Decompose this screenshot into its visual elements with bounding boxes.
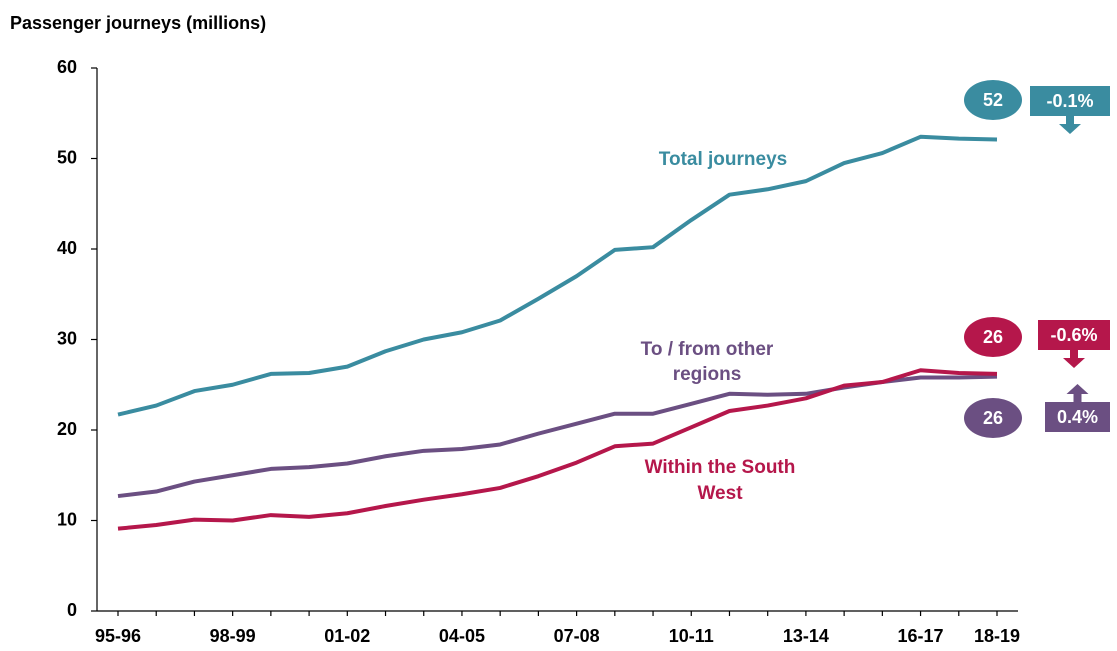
x-tick-label: 18-19 <box>974 626 1020 646</box>
change-arrow <box>1059 116 1081 134</box>
end-label: 26 <box>983 408 1003 428</box>
x-tick-label: 98-99 <box>210 626 256 646</box>
change-label: 0.4% <box>1057 407 1098 427</box>
x-tick-label: 07-08 <box>554 626 600 646</box>
change-label: -0.1% <box>1046 91 1093 111</box>
end-badge <box>964 398 1022 438</box>
y-axis-label: Passenger journeys (millions) <box>10 13 266 33</box>
y-tick-label: 10 <box>57 509 77 529</box>
x-tick-label: 01-02 <box>324 626 370 646</box>
y-tick-label: 40 <box>57 238 77 258</box>
end-label: 26 <box>983 327 1003 347</box>
x-tick-label: 10-11 <box>669 626 714 646</box>
series-label: West <box>697 483 743 504</box>
series-label: Within the South <box>645 457 796 478</box>
end-badge <box>964 80 1022 120</box>
y-tick-label: 0 <box>67 600 77 620</box>
x-tick-label: 13-14 <box>783 626 829 646</box>
end-label: 52 <box>983 90 1003 110</box>
x-tick-label: 16-17 <box>898 626 944 646</box>
series-label: To / from other <box>641 339 774 360</box>
change-badge <box>1038 320 1110 350</box>
series-label: Total journeys <box>659 149 787 170</box>
series-label: regions <box>673 364 742 385</box>
change-label: -0.6% <box>1050 325 1097 345</box>
y-tick-label: 60 <box>57 57 77 77</box>
y-tick-label: 20 <box>57 419 77 439</box>
change-arrow <box>1066 384 1089 402</box>
end-badge <box>964 317 1022 357</box>
y-tick-label: 50 <box>57 147 77 167</box>
series-line <box>117 134 998 417</box>
series-line <box>117 374 998 499</box>
change-arrow <box>1063 350 1085 368</box>
change-badge <box>1030 86 1110 116</box>
change-badge <box>1045 402 1110 432</box>
series-line <box>117 368 998 531</box>
x-tick-label: 04-05 <box>439 626 485 646</box>
x-tick-label: 95-96 <box>95 626 141 646</box>
y-tick-label: 30 <box>57 328 77 348</box>
